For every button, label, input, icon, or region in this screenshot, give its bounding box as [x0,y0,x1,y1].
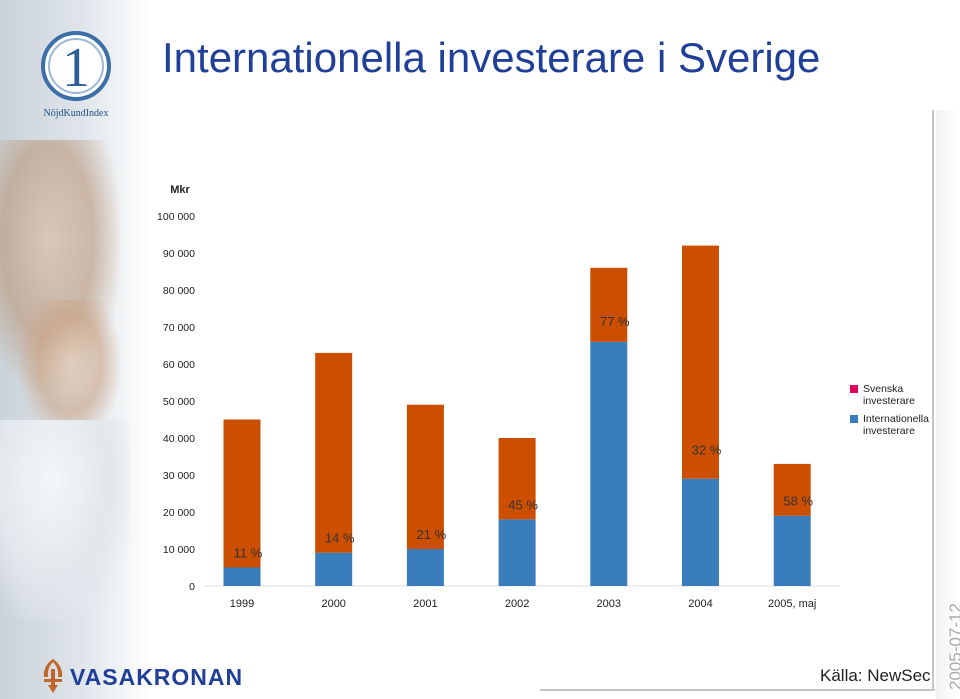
legend-item-internationella: Internationella investerare [850,413,950,437]
logo-caption: NöjdKundIndex [43,108,109,119]
photo-shirt [0,420,130,620]
side-tab [936,110,960,699]
logo-numeral: 1 [62,37,90,99]
source-note: Källa: NewSec [820,666,931,685]
vasakronan-sheaf-icon [43,659,63,693]
y-tick-label: 0 [189,581,195,593]
y-tick-label: 50 000 [163,396,195,408]
share-label: 58 % [783,494,813,509]
legend-label-internationella: Internationella investerare [863,413,929,437]
legend-item-svenska: Svenska investerare [850,383,950,407]
x-tick-label: 2002 [505,598,529,610]
background-photo [0,0,150,699]
share-label: 32 % [692,443,722,458]
share-label: 77 % [600,314,630,329]
y-tick-label: 70 000 [163,322,195,334]
page-title: Internationella investerare i Sverige [162,34,821,81]
x-tick-label: 2005, maj [768,598,816,610]
legend-swatch-internationella [850,415,858,423]
bar-svenska [223,419,261,568]
y-axis-title: Mkr [170,184,190,196]
x-tick-label: 2000 [321,598,345,610]
share-label: 14 % [325,531,355,546]
bar-svenska [773,463,811,516]
bar-svenska [590,267,628,342]
brand-name: VASAKRONAN [70,664,244,690]
share-label: 45 % [508,497,538,512]
y-tick-label: 30 000 [163,470,195,482]
legend-label-svenska: Svenska investerare [863,383,915,407]
y-tick-label: 80 000 [163,285,195,297]
y-tick-label: 40 000 [163,433,195,445]
y-tick-label: 60 000 [163,359,195,371]
bar-internationella [498,519,536,586]
bar-internationella [773,515,811,586]
bar-svenska [682,245,719,479]
bar-internationella [682,478,719,586]
x-tick-label: 1999 [230,598,254,610]
bar-svenska [406,404,444,549]
y-tick-label: 90 000 [163,248,195,260]
x-tick-label: 2003 [597,598,621,610]
y-tick-label: 10 000 [163,544,195,556]
bar-internationella [315,552,353,586]
share-label: 11 % [234,546,263,561]
bar-internationella [590,341,628,586]
bar-internationella [406,549,444,586]
y-tick-label: 20 000 [163,507,195,519]
legend-swatch-svenska [850,385,858,393]
side-divider [932,110,934,690]
x-tick-label: 2001 [413,598,437,610]
date-label: 2005-07-12 [946,603,960,690]
bar-svenska [498,438,536,520]
photo-woman [20,300,120,440]
x-tick-label: 2004 [688,598,712,610]
footer-divider [540,689,935,691]
nojdkundindex-logo: 1 [41,31,111,101]
y-tick-label: 100 000 [157,211,195,223]
bar-svenska [315,352,353,553]
legend: Svenska investerare Internationella inve… [850,383,950,443]
bar-internationella [223,567,261,586]
share-label: 21 % [417,527,447,542]
